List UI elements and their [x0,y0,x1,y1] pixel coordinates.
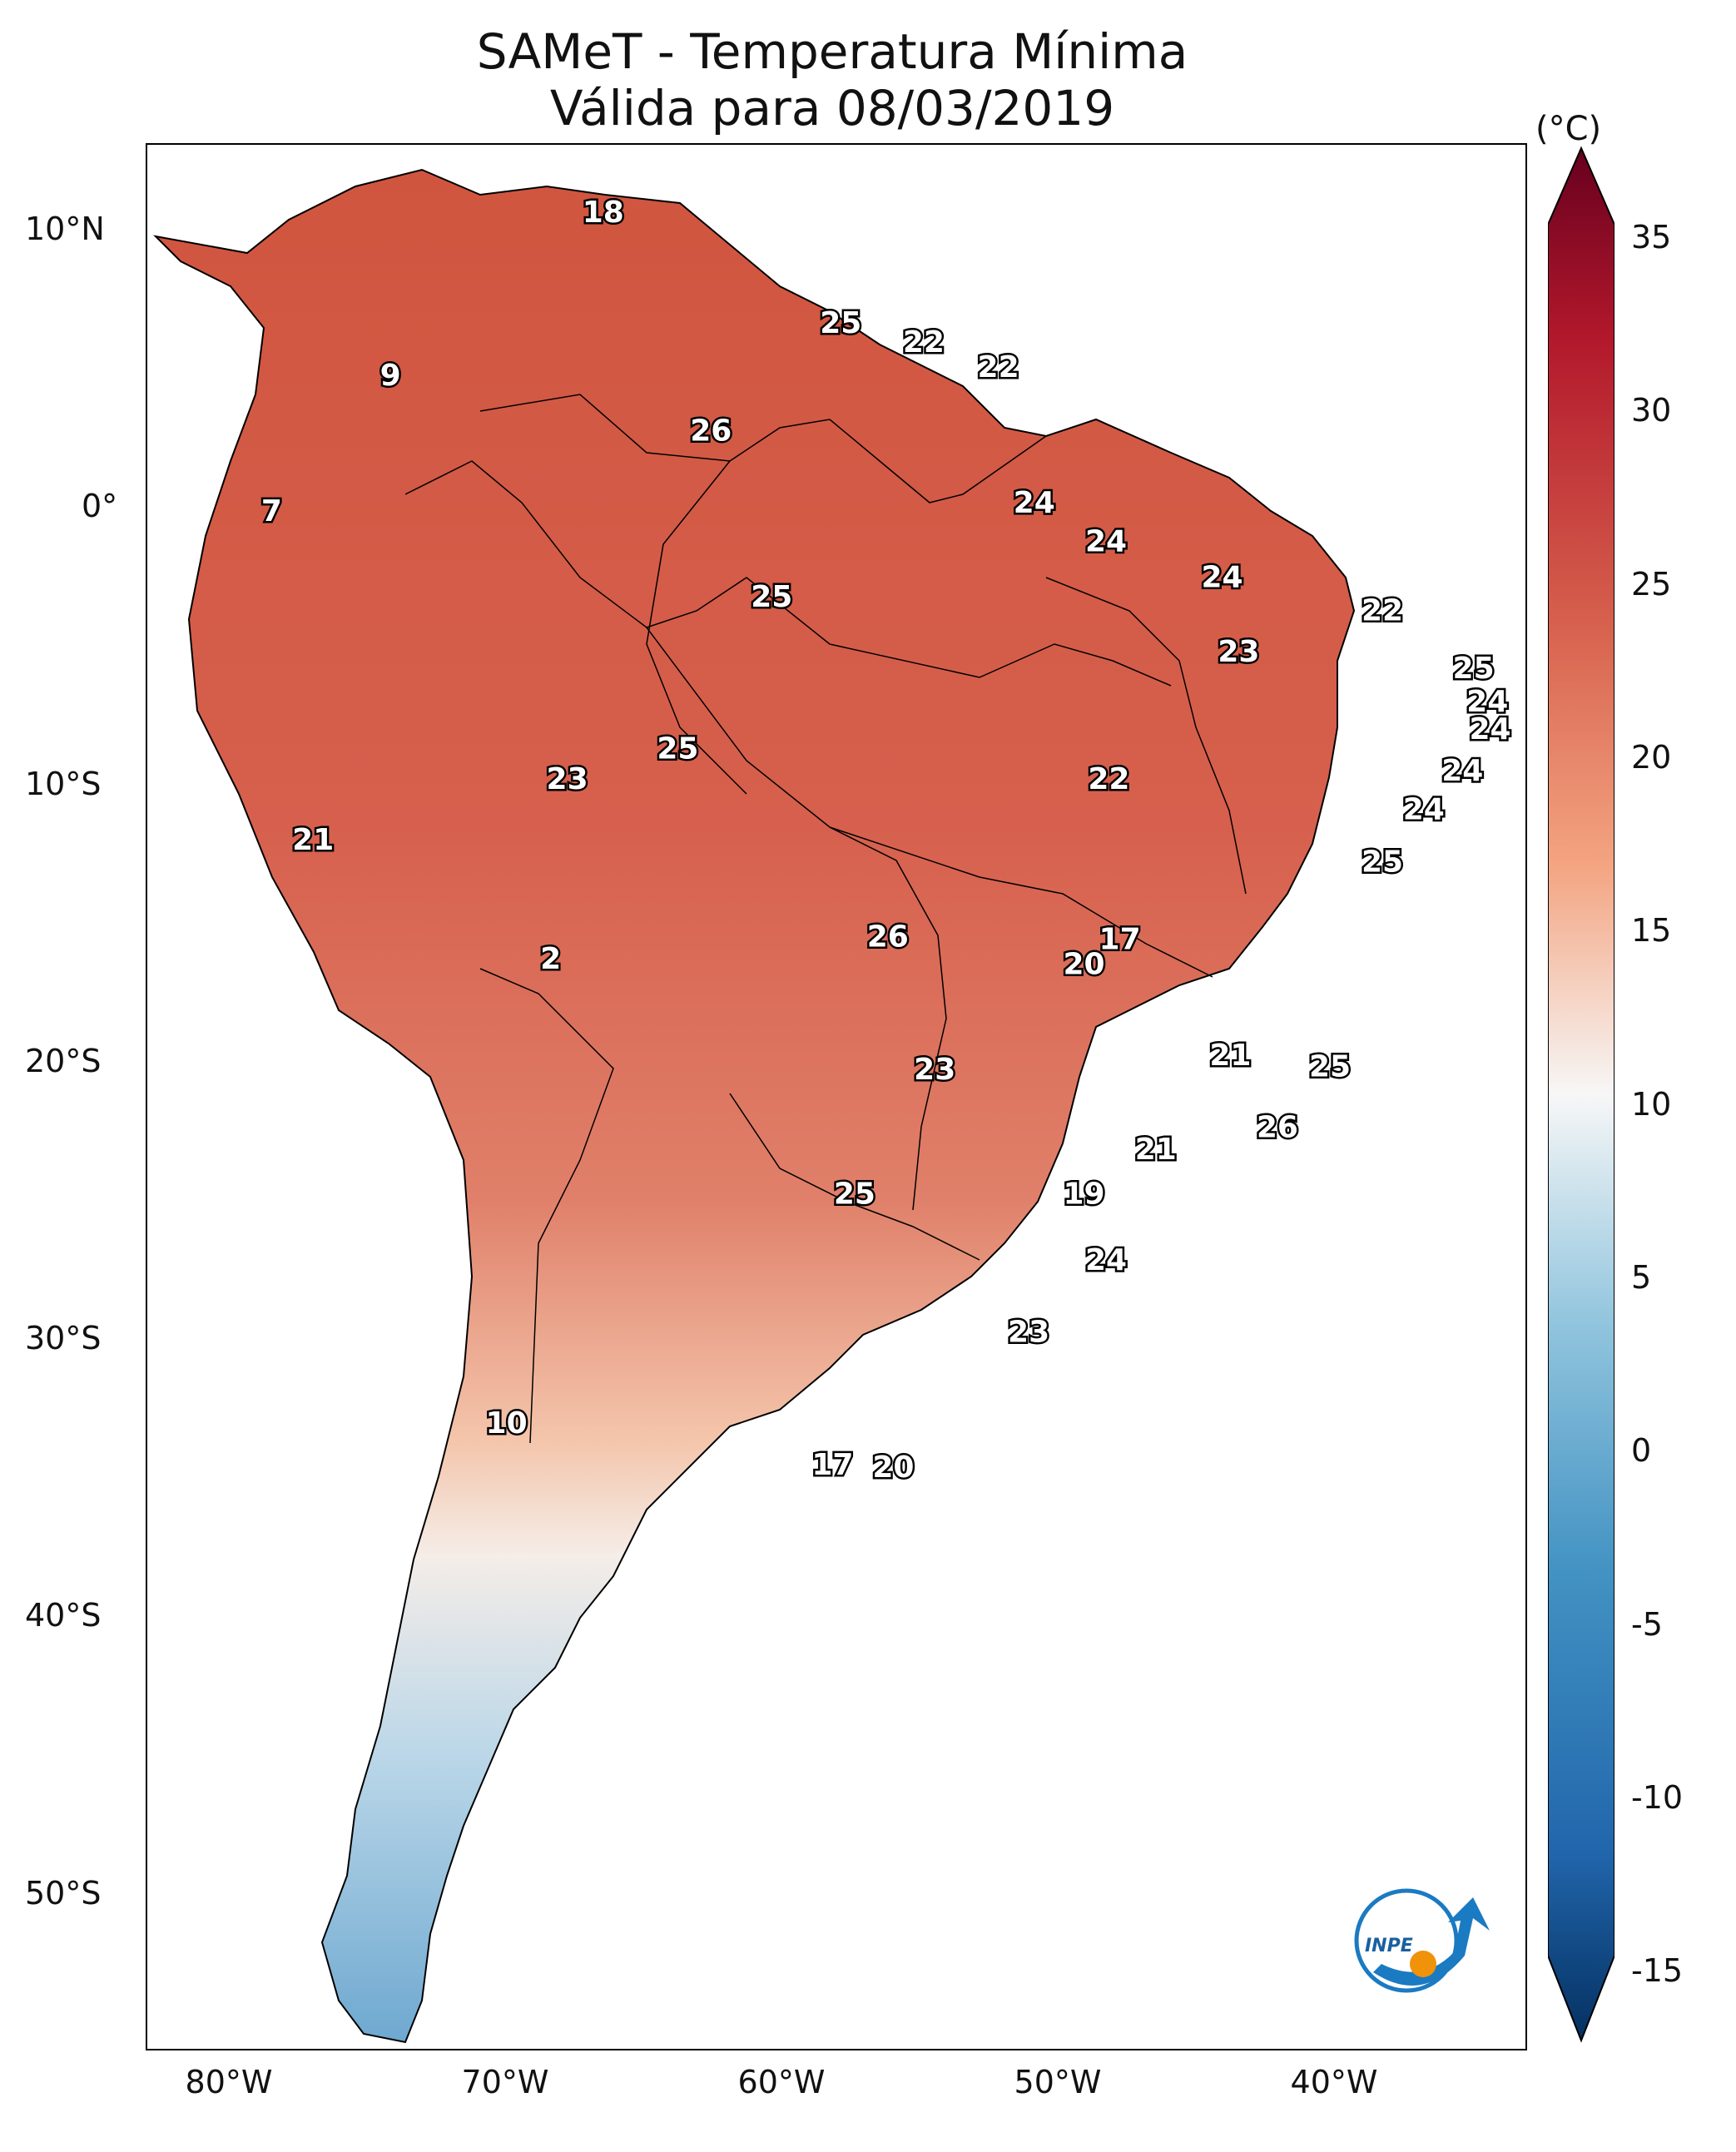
colorbar-tick: 35 [1631,219,1672,255]
colorbar-tick: -10 [1631,1779,1684,1816]
colorbar-tick: -5 [1631,1606,1663,1643]
colorbar-tick: 30 [1631,392,1672,429]
continent-outline [153,168,1356,2044]
colorbar-tick: 0 [1631,1432,1652,1469]
contour-label: 2 [540,942,561,976]
contour-label: 25 [657,732,698,766]
lat-tick-0: 0° [82,488,118,524]
contour-label: 23 [547,762,588,796]
contour-label: 20 [872,1450,914,1485]
map-title: SAMeT - Temperatura Mínima [476,23,1188,80]
contour-label: 25 [751,580,792,614]
colorbar-tick: 5 [1631,1259,1652,1296]
contour-label: 24 [1466,685,1508,719]
contour-label: 9 [380,359,401,393]
contour-label: 24 [1201,561,1242,595]
contour-label: 20 [1063,948,1104,982]
lat-tick-10n: 10°N [25,211,105,247]
contour-label: 26 [867,920,909,954]
contour-label: 21 [1209,1039,1251,1073]
contour-label: 17 [1099,923,1141,957]
map-subtitle: Válida para 08/03/2019 [549,80,1115,136]
contour-label: 22 [978,350,1019,384]
contour-label: 22 [1362,593,1403,627]
contour-label: 19 [1063,1177,1104,1211]
lon-tick-80w: 80°W [185,2064,273,2100]
lat-tick-10s: 10°S [25,766,102,802]
colorbar [1548,146,1614,2043]
contour-label: 23 [914,1053,955,1087]
lat-tick-50s: 50°S [25,1875,102,1912]
logo-text: INPE [1365,1936,1413,1956]
lon-tick-50w: 50°W [1014,2064,1102,2100]
contour-label: 22 [1088,762,1129,796]
contour-label: 17 [811,1448,853,1482]
contour-label: 25 [820,306,861,340]
contour-label: 24 [1085,524,1127,558]
colorbar-tick: 10 [1631,1086,1672,1123]
contour-label: 26 [1257,1111,1298,1145]
contour-label: 25 [834,1177,875,1211]
colorbar-tick: -15 [1631,1952,1684,1989]
contour-label: 23 [1218,635,1259,669]
contour-label: 24 [1014,486,1055,520]
colorbar-tick: 15 [1631,912,1672,949]
lat-tick-40s: 40°S [25,1597,102,1634]
contour-label: 21 [1135,1133,1177,1167]
lon-tick-60w: 60°W [737,2064,826,2100]
map-panel[interactable]: 18 9 7 25 22 22 26 24 24 24 22 25 23 25 24 24 25 23 22 24 24… [146,143,1527,2050]
contour-label: 25 [1453,652,1495,686]
contour-label: 10 [486,1406,528,1440]
contour-label: 26 [690,414,732,449]
contour-label: 24 [1403,793,1445,827]
lat-tick-20s: 20°S [25,1043,102,1079]
contour-label: 18 [583,196,624,230]
colorbar-unit: (°C) [1535,110,1602,148]
lon-tick-70w: 70°W [461,2064,549,2100]
contour-label: 21 [292,823,334,857]
contour-label: 25 [1309,1050,1351,1084]
contour-label: 23 [1008,1315,1049,1349]
contour-label: 24 [1441,754,1483,788]
contour-label: 24 [1085,1243,1127,1277]
contour-label: 24 [1469,712,1510,746]
inpe-logo: INPE [1354,1888,1490,1993]
contour-label: 22 [903,325,945,359]
colorbar-tick: 20 [1631,739,1672,776]
contour-label: 7 [261,494,282,528]
colorbar-tick: 25 [1631,566,1672,602]
contour-label: 25 [1362,845,1403,880]
lon-tick-40w: 40°W [1290,2064,1378,2100]
lat-tick-30s: 30°S [25,1320,102,1356]
